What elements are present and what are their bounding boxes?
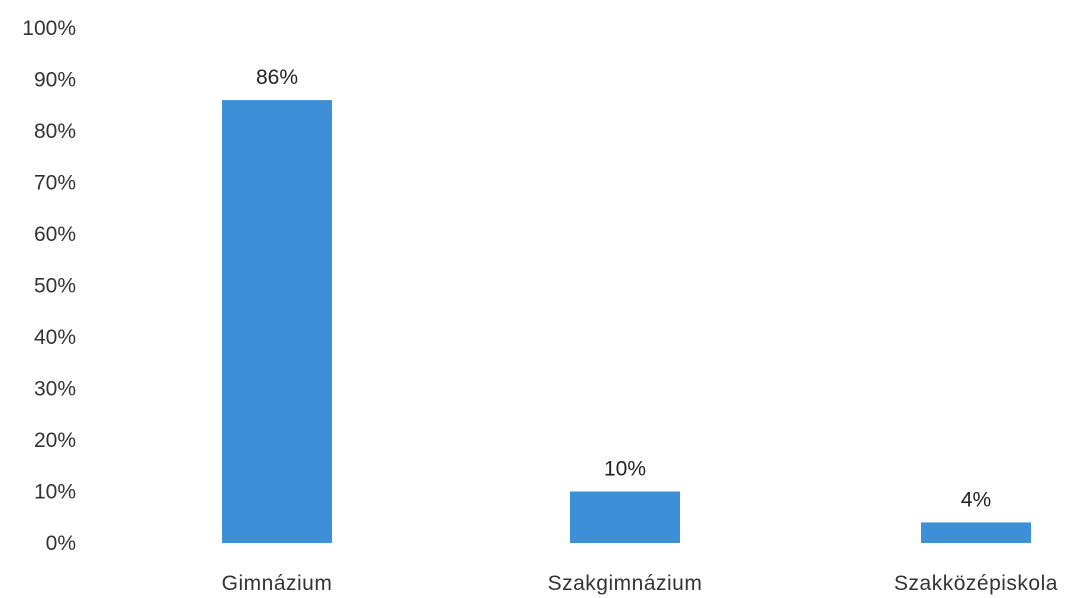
data-label: 4% [961,488,991,511]
y-tick-label: 40% [34,326,76,349]
y-tick-label: 90% [34,69,76,92]
bars-group [222,100,1031,543]
x-category-label: Szakközépiskola [894,572,1058,595]
y-tick-label: 100% [22,17,76,40]
data-labels-group: 86% 10% 4% [256,66,991,511]
y-tick-label: 70% [34,172,76,195]
x-axis: Gimnázium Szakgimnázium Szakközépiskola [222,572,1058,595]
x-category-label: Gimnázium [222,572,333,595]
x-category-label: Szakgimnázium [548,572,703,595]
data-label: 86% [256,66,298,89]
y-tick-label: 0% [46,532,76,555]
y-tick-label: 20% [34,429,76,452]
y-tick-label: 30% [34,378,76,401]
y-axis: 0% 10% 20% 30% 40% 50% 60% 70% 80% 90% 100% [22,17,76,555]
bar [222,100,332,543]
y-tick-label: 80% [34,120,76,143]
bar [570,491,680,543]
y-tick-label: 50% [34,275,76,298]
bar [921,522,1031,543]
data-label: 10% [604,458,646,481]
y-tick-label: 60% [34,223,76,246]
y-tick-label: 10% [34,481,76,504]
